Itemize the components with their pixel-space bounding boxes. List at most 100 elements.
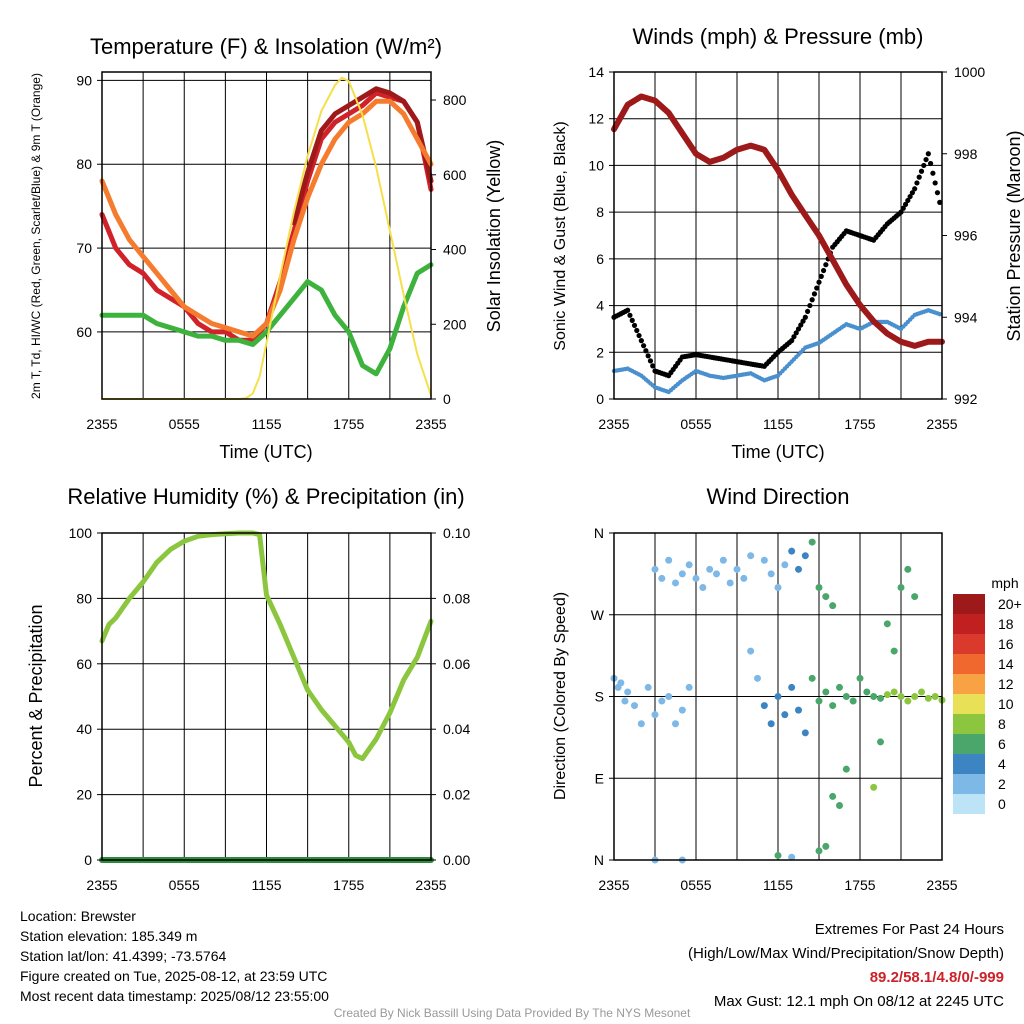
wind-direction-point: [890, 688, 898, 696]
y-tick-label: 80: [76, 590, 92, 606]
direction-title: Wind Direction: [706, 484, 849, 509]
y-tick-label: 14: [588, 64, 604, 80]
colorbar-unit: mph: [991, 575, 1018, 591]
wind-direction-point: [760, 556, 768, 564]
gust-point: [636, 332, 642, 339]
wind-direction-point: [685, 561, 693, 569]
wind-direction-point: [836, 802, 843, 809]
x-tick-label: 0555: [169, 416, 200, 432]
extremes-block: Extremes For Past 24 Hours (High/Low/Max…: [688, 918, 1004, 1014]
y2-tick-label: 400: [443, 242, 467, 258]
speed-colorbar: 20+ 18 16 14 12 10 8 6 4 2 0: [953, 594, 1022, 814]
gust-point: [923, 156, 929, 163]
wind-direction-point: [754, 674, 761, 682]
credit-line: Created By Nick Bassill Using Data Provi…: [333, 1006, 691, 1020]
colorbar-label: 16: [998, 636, 1014, 652]
gust-point: [916, 174, 922, 180]
wind-direction-point: [631, 702, 638, 710]
y2-tick-label: 996: [954, 228, 978, 244]
wind-direction-point: [672, 579, 679, 587]
wind-direction-point: [706, 565, 714, 573]
y2-tick-label: 0.00: [443, 852, 470, 868]
wind-direction-point: [781, 561, 789, 569]
station-latlon: Station lat/lon: 41.4399; -73.5764: [20, 948, 227, 964]
gust-point: [932, 180, 938, 186]
wind-direction-point: [719, 556, 727, 564]
temperature-series: [99, 76, 434, 400]
winds-title: Winds (mph) & Pressure (mb): [633, 24, 924, 49]
humidity-ticks: 2355 0555 1155 1755 2355 0 20 40 60 80 100 0.00 0.02…: [69, 525, 471, 893]
wind-direction-point: [856, 674, 864, 682]
wind-direction-point: [747, 647, 755, 655]
y2-tick-label: 1000: [954, 64, 985, 80]
y2-tick-label: 0.10: [443, 525, 470, 541]
wind-direction-point: [808, 538, 816, 546]
gust-point: [925, 151, 931, 157]
y-tick-label: 12: [588, 111, 604, 127]
wind-direction-point: [877, 738, 884, 746]
wind-direction-point: [740, 574, 748, 582]
wind-direction-point: [781, 711, 789, 719]
wind-direction-point: [795, 706, 802, 714]
x-tick-label: 2355: [415, 416, 446, 432]
wind-direction-point: [829, 702, 837, 710]
y2-tick-label: 0.06: [443, 656, 470, 672]
gust-point: [914, 180, 920, 186]
winds-panel: Winds (mph) & Pressure (mb) 2355 0555 1155…: [552, 24, 1024, 462]
humidity-title: Relative Humidity (%) & Precipitation (i…: [67, 484, 464, 509]
wind-direction-point: [624, 688, 632, 696]
x-tick-label: 1155: [251, 877, 281, 893]
wind-direction-point: [788, 547, 796, 555]
wind-direction-point: [672, 720, 679, 728]
temperature-frame: [101, 71, 432, 400]
figure-created: Figure created on Tue, 2025-08-12, at 23…: [20, 968, 328, 984]
wind-direction-point: [842, 693, 850, 700]
y-tick-label: 40: [76, 721, 92, 737]
direction-ylabel: Direction (Colored By Speed): [552, 592, 569, 800]
colorbar-swatch: [953, 694, 985, 714]
temperature-title: Temperature (F) & Insolation (W/m²): [90, 34, 442, 59]
gust-point: [902, 201, 909, 207]
gust-point: [934, 190, 941, 196]
x-tick-label: 1155: [251, 416, 281, 432]
station-info: Location: Brewster Station elevation: 18…: [20, 906, 329, 1006]
direction-points: [610, 538, 946, 864]
temperature-y2label: Solar Insolation (Yellow): [484, 140, 504, 332]
wind-direction-point: [883, 620, 891, 628]
x-tick-label: 1155: [763, 416, 793, 432]
wind-direction-point: [651, 711, 659, 719]
wind-direction-point: [637, 720, 645, 728]
winds-ticks: 2355 0555 1155 1755 2355 0 2 4 6 8 10 12 14 992 994 996…: [588, 64, 985, 432]
winds-xlabel: Time (UTC): [731, 442, 824, 462]
colorbar-swatch: [953, 774, 985, 794]
wind-direction-point: [726, 579, 734, 587]
x-tick-label: 0555: [680, 877, 711, 893]
gust-point: [907, 193, 913, 200]
y-tick-label: 2: [596, 344, 604, 360]
gust-point: [641, 343, 647, 349]
wind-direction-point: [713, 570, 720, 578]
gust-point: [650, 363, 656, 369]
wind-direction-point: [658, 697, 666, 705]
y-tick-label: 20: [76, 787, 92, 803]
y-tick-label: S: [595, 689, 604, 705]
y-tick-label: W: [591, 607, 605, 623]
colorbar-label: 0: [998, 796, 1006, 812]
x-tick-label: 1755: [333, 877, 364, 893]
y2-tick-label: 600: [443, 167, 467, 183]
gust-point: [900, 205, 906, 211]
humidity-panel: Relative Humidity (%) & Precipitation (i…: [26, 484, 470, 893]
y-tick-label: 0: [84, 852, 92, 868]
9m-t-line: [99, 98, 434, 339]
y-tick-label: 80: [76, 156, 92, 172]
y2-tick-label: 0: [443, 391, 451, 407]
extremes-values: 89.2/58.1/4.8/0/-999: [869, 969, 1004, 986]
wind-direction-point: [767, 720, 775, 728]
gust-point: [795, 326, 802, 332]
wind-direction-point: [897, 584, 905, 591]
wind-direction-point: [849, 697, 857, 705]
gust-point: [898, 209, 904, 215]
wind-direction-point: [870, 783, 878, 791]
colorbar-swatch: [953, 794, 985, 814]
